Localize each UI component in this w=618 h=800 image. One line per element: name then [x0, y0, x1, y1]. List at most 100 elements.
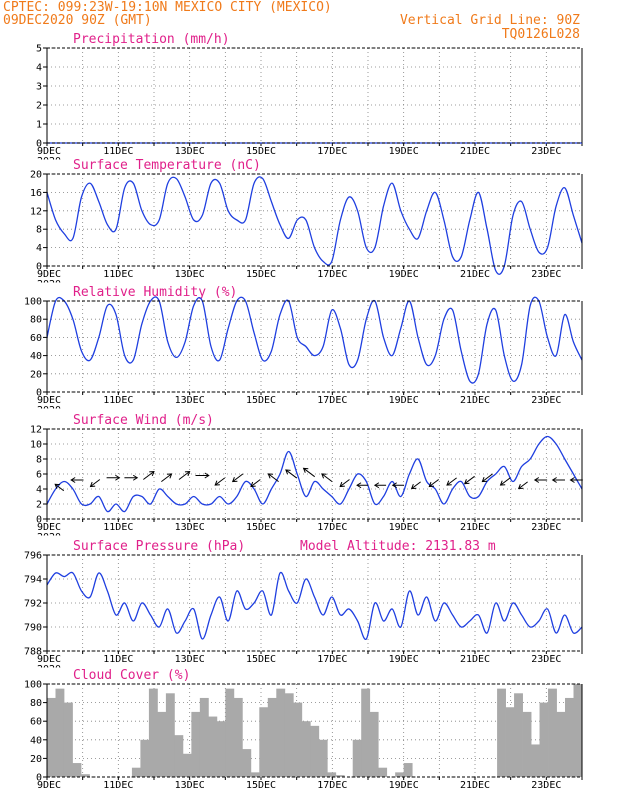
y-tick-label: 4 [36, 485, 42, 496]
wind-arrow-head [267, 473, 274, 479]
cloud-cover-bar [72, 763, 82, 777]
cloud-cover-bar [395, 772, 405, 777]
wind-arrow-head [339, 481, 345, 488]
wind-arrow [533, 477, 548, 483]
cloud-cover-bar [369, 711, 379, 777]
y-tick-label: 100 [24, 297, 42, 308]
cloud-cover-bar [216, 721, 226, 777]
precipitation-mm-h-panel: Precipitation (mm/h) 0 1 2 3 4 5 9DEC 11DEC 13DEC… [36, 32, 583, 160]
cloud-cover-bar [522, 711, 532, 777]
wind-arrow [70, 477, 84, 483]
wind-arrow-head [356, 482, 362, 489]
wind-arrow-shaft [90, 479, 101, 487]
cloud-cover-bar [165, 693, 175, 777]
cloud-cover-bar [284, 693, 294, 777]
cloud-cover-bar [276, 688, 286, 777]
wind-arrow [106, 474, 121, 481]
cloud-cover-bar [47, 697, 56, 777]
wind-arrow-shaft [303, 467, 316, 478]
wind-arrow [463, 475, 475, 485]
wind-arrow-shaft [482, 473, 493, 482]
x-year-label-clipped: 2020 [37, 664, 61, 675]
y-tick-label: 790 [24, 623, 42, 634]
cloud-cover-bar [403, 763, 413, 777]
cloud-cover-bar [497, 688, 506, 777]
precipitation-mm-h-title: Precipitation (mm/h) [73, 32, 230, 47]
header-run-date: 09DEC2020 90Z (GMT) [3, 13, 152, 28]
wind-arrow-shaft [518, 481, 528, 490]
x-tick-label: 13DEC [175, 780, 205, 791]
wind-arrow-shaft [464, 475, 475, 485]
x-tick-label: 9DEC [37, 780, 61, 791]
cloud-cover-bar [301, 721, 311, 777]
wind-arrow-head [410, 484, 417, 490]
wind-arrow-head [70, 477, 76, 483]
y-tick-label: 5 [36, 44, 42, 55]
x-tick-label: 15DEC [246, 395, 276, 406]
x-tick-label: 13DEC [175, 146, 205, 157]
x-tick-label: 15DEC [246, 269, 276, 280]
wind-arrow [321, 473, 333, 482]
cloud-cover-bar [310, 725, 320, 777]
wind-arrow [124, 474, 139, 481]
wind-arrow [267, 473, 279, 482]
y-tick-label: 12 [30, 425, 42, 436]
y-tick-label: 80 [30, 698, 42, 709]
wind-arrow [410, 481, 421, 490]
x-tick-label: 9DEC [37, 146, 61, 157]
wind-arrow-head [285, 469, 291, 475]
cloud-cover-bar [225, 688, 235, 777]
wind-arrow [391, 482, 404, 489]
cloud-cover-bar [233, 697, 243, 777]
y-tick-label: 10 [30, 440, 42, 451]
wind-arrow-shaft [411, 481, 421, 490]
wind-arrow-head [428, 481, 435, 488]
cloud-cover-bar [352, 739, 362, 777]
cloud-cover-bar [318, 739, 328, 777]
wind-arrow-shaft [500, 477, 511, 486]
cloud-cover-bar [548, 688, 557, 777]
x-tick-label: 15DEC [246, 780, 276, 791]
cloud-cover-bar [514, 693, 523, 777]
y-tick-label: 792 [24, 599, 42, 610]
cloud-cover-panel: Cloud Cover (%) 0 20 40 60 80 100 9DEC 11DEC 13DE… [24, 668, 583, 791]
cloud-cover-bar [55, 688, 65, 777]
relative-humidity-panel: Relative Humidity (%) 0 20 40 60 80 100 9DEC 11D… [24, 285, 583, 409]
surface-temperature-nc-title: Surface Temperature (nC) [73, 158, 261, 173]
cloud-cover-bar [267, 697, 277, 777]
x-tick-label: 17DEC [317, 654, 347, 665]
cloud-cover-bar [131, 767, 141, 777]
cloud-cover-bar [80, 774, 90, 777]
x-tick-label: 17DEC [317, 780, 347, 791]
x-tick-label: 19DEC [389, 654, 419, 665]
wind-arrow [481, 473, 493, 483]
wind-arrow [161, 473, 173, 482]
wind-arrow [231, 473, 244, 483]
y-tick-label: 2 [36, 101, 42, 112]
y-tick-label: 12 [30, 206, 42, 217]
wind-arrow-head [54, 483, 60, 489]
cloud-cover-bar [259, 707, 269, 777]
y-tick-label: 4 [36, 63, 42, 74]
wind-arrow [428, 479, 439, 488]
surface-temperature-nc-panel: Surface Temperature (nC) 0 4 8 12 16 20 9DEC 11D… [30, 158, 583, 283]
y-tick-label: 0 [36, 262, 42, 273]
surface-wind-m-s-title: Surface Wind (m/s) [73, 413, 214, 428]
wind-arrow-head [569, 477, 575, 483]
cloud-cover-bar [378, 767, 388, 777]
y-tick-label: 788 [24, 647, 42, 658]
y-tick-label: 0 [36, 515, 42, 526]
x-tick-label: 13DEC [175, 395, 205, 406]
cloud-cover-bar [63, 702, 73, 777]
wind-arrow [89, 479, 101, 488]
wind-arrow-head [250, 481, 256, 488]
y-tick-label: 8 [36, 455, 42, 466]
wind-arrow-head [204, 472, 210, 479]
wind-arrow [499, 477, 511, 486]
wind-arrow-shaft [446, 477, 457, 486]
wind-arrow-shaft [285, 469, 298, 479]
y-tick-label: 20 [30, 170, 42, 181]
wind-arrow-head [184, 470, 191, 477]
